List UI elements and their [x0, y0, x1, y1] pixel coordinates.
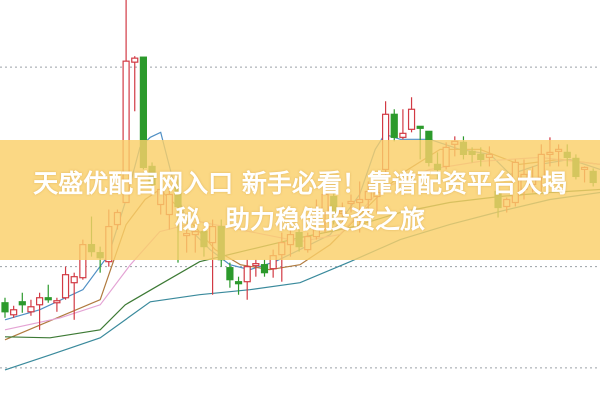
candle — [18, 292, 26, 313]
candle — [27, 299, 35, 316]
candle — [226, 262, 234, 288]
candle — [390, 109, 398, 142]
candle-body — [1, 302, 9, 313]
candle-body — [390, 113, 398, 138]
candle — [407, 97, 416, 133]
candle-body — [416, 125, 424, 129]
candle — [243, 259, 251, 300]
candle — [61, 266, 70, 300]
candle-body — [61, 274, 70, 299]
candle-body — [252, 263, 260, 267]
candle-body — [18, 301, 26, 306]
candle-body — [10, 309, 18, 316]
candle-body — [226, 267, 234, 281]
candle-body — [53, 300, 61, 304]
candle — [70, 272, 78, 320]
headline-title: 天盛优配官网入口 新手必看！靠谱配资平台大揭秘，助力稳健投资之旅 — [33, 169, 567, 234]
candle-body — [260, 264, 269, 274]
candle-body — [44, 297, 52, 301]
candle — [131, 56, 139, 112]
candle-body — [243, 266, 251, 283]
candle — [35, 292, 44, 330]
candle-body — [70, 276, 78, 284]
candle — [1, 297, 9, 318]
candle-body — [131, 57, 139, 63]
candle-body — [27, 306, 35, 313]
title-banner — [0, 140, 600, 260]
candle-body — [399, 132, 407, 138]
candle — [44, 284, 52, 303]
candle-body — [407, 108, 416, 130]
candle — [234, 276, 243, 295]
candle-body — [234, 281, 243, 285]
candle — [260, 259, 269, 277]
candle — [10, 305, 18, 318]
candle — [252, 259, 260, 277]
candle — [53, 297, 61, 312]
candle-body — [35, 297, 44, 306]
candle — [399, 109, 407, 140]
